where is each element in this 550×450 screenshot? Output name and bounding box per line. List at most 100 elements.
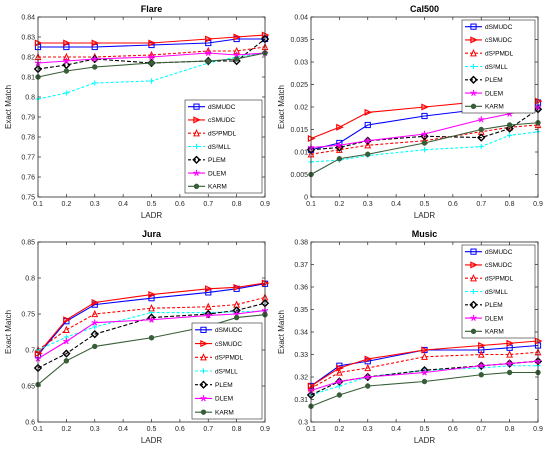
legend-label-karm: KARM [215,409,234,416]
data-point-karm [233,56,240,62]
legend-marker-karm [200,409,207,415]
data-point-csmudc [506,339,515,347]
data-point-dlem [421,369,428,376]
data-point-ds2mll [92,80,98,86]
x-tick-label: 0.8 [232,201,242,208]
legend-marker-csmudc [470,261,479,269]
data-point-plem [335,143,344,152]
axes-frame [37,241,266,423]
x-tick-label: 0.6 [175,426,185,433]
series-line-ds2pmdl [310,351,539,389]
y-tick-label: 0.75 [21,312,35,319]
legend-label-plem: PLEM [485,302,503,309]
data-point-csmudc [63,39,71,47]
legend-label-dlem: DLEM [215,396,233,403]
data-point-ds2pmdl [335,368,343,376]
x-tick-label: 0.3 [90,426,100,433]
y-tick-label: 0.33 [294,352,308,359]
legend-marker-csmudc [193,116,202,124]
legend-marker-dlem [200,395,207,402]
legend-label-dlem: DLEM [208,170,226,177]
x-tick-label: 0.6 [175,201,185,208]
x-tick-label: 0.2 [62,201,72,208]
series-line-plem [37,302,266,369]
legend-label-ds2mll: dS²MLL [485,64,508,71]
data-point-dsmudc [364,121,371,129]
legend-label-ds2mll: dS²MLL [215,368,238,375]
legend-marker-plem [469,75,478,84]
y-tick-label: 0.84 [21,15,35,22]
data-point-karm [148,335,155,341]
y-tick-label: 0.02 [294,105,308,112]
data-point-ds2pmdl [364,363,372,372]
data-point-csmudc [336,123,344,131]
chart-panel-flare: 0.75 0.76 0.77 0.78 0.79 0.8 0.81 0.82 0.83 0.84 0… [4,4,270,220]
legend: dSMUDC cSMUDC dS²PMDL dS²MLL PLEM DLEM KARM [461,244,536,339]
legend-label-ds2pmdl: dS²PMDL [485,51,514,58]
legend-label-plem: PLEM [215,382,233,389]
data-point-plem [62,349,71,358]
x-tick-label: 0.1 [306,201,316,208]
data-point-csmudc [364,108,373,116]
legend-label-karm: KARM [485,104,504,111]
data-point-csmudc [233,283,242,291]
y-axis-label: Exact Match [277,85,286,129]
y-tick-label: 0.01 [294,150,308,157]
y-tick-label: 0.82 [21,55,35,62]
data-point-dlem [336,142,343,149]
x-axis-label: LADR [414,436,436,445]
data-point-ds2mll [92,324,98,330]
data-point-karm [336,392,343,398]
y-tick-label: 0.035 [290,37,308,44]
y-tick-label: 0.8 [25,276,35,283]
data-point-ds2pmdl [364,141,372,149]
chart-title: Flare [141,4,163,14]
data-point-karm [421,140,428,146]
data-point-karm [506,122,513,128]
x-tick-label: 0.9 [260,426,270,433]
legend-marker-karm [470,328,477,335]
data-point-karm [148,60,155,66]
data-point-plem [90,329,99,339]
y-tick-label: 0.37 [294,262,308,269]
data-point-karm [365,383,371,389]
x-tick-label: 0.7 [203,201,213,208]
x-tick-label: 0.1 [33,426,43,433]
y-axis-label: Exact Match [4,85,13,129]
x-tick-label: 0.9 [260,201,270,208]
data-point-csmudc [233,33,242,41]
data-point-dlem [63,57,70,64]
data-point-plem [204,309,213,319]
x-tick-label: 0.5 [147,201,157,208]
x-tick-label: 0.2 [335,201,345,208]
y-tick-label: 0.025 [290,82,308,89]
x-tick-label: 0.1 [306,426,316,433]
data-point-csmudc [63,316,71,324]
data-point-ds2pmdl [477,350,485,358]
y-tick-label: 0.32 [294,375,308,382]
legend-marker-dlem [470,89,477,97]
y-tick-label: 0.83 [21,35,35,42]
data-point-karm [205,58,211,64]
data-point-ds2mll [421,147,428,153]
data-point-ds2mll [148,78,155,84]
data-point-karm [233,314,240,321]
legend-marker-plem [469,300,478,309]
legend-marker-ds2pmdl [193,129,200,137]
data-point-dlem [478,116,485,123]
x-tick-label: 0.8 [505,201,515,208]
data-point-dlem [205,312,212,319]
chart-title: Music [412,229,438,239]
x-tick-label: 0.3 [363,426,373,433]
y-tick-label: 0.35 [294,307,308,314]
x-tick-label: 0.8 [505,426,515,433]
x-tick-label: 0.3 [363,201,373,208]
legend-label-ds2pmdl: dS²PMDL [215,355,244,362]
data-point-csmudc [421,346,430,354]
data-point-dlem [63,338,70,345]
x-tick-label: 0.5 [420,426,430,433]
chart-title: Cal500 [410,4,439,14]
y-tick-label: 0.34 [294,330,308,337]
